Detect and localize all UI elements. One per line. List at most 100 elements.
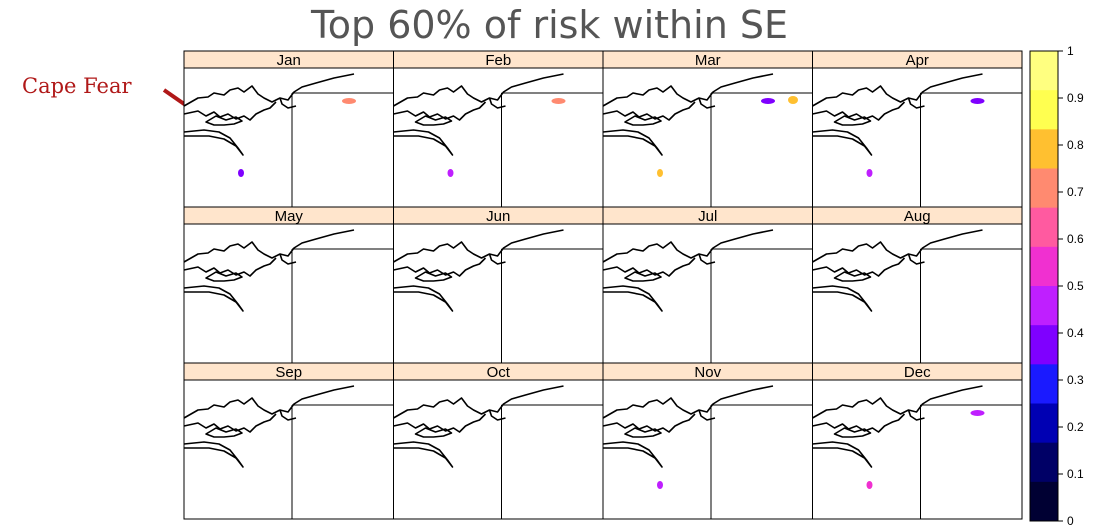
- state-boundary: [710, 248, 813, 363]
- colorbar-tick-label: 0.1: [1067, 467, 1084, 481]
- panel-jul: Jul: [602, 206, 813, 364]
- panel-month-label: Jun: [486, 208, 510, 225]
- risk-cell-northeast-coast: [342, 98, 356, 104]
- panel-strip: [812, 206, 1023, 225]
- coastline-segment: [698, 409, 716, 421]
- coastline-map: [393, 73, 603, 207]
- panel-mar: Mar: [602, 50, 813, 208]
- coastline-segment: [907, 97, 925, 109]
- panel-month-label: May: [275, 208, 304, 225]
- risk-cell-northeast-coast-tip: [788, 96, 798, 104]
- panel-jan: Jan: [183, 50, 394, 208]
- colorbar-segment: [1030, 403, 1058, 444]
- state-boundary: [710, 404, 813, 519]
- panel-frame: [812, 206, 1023, 364]
- panel-month-label: Jul: [698, 208, 717, 225]
- panel-strip: [812, 50, 1023, 69]
- panel-month-label: Dec: [904, 364, 931, 381]
- panel-month-label: Mar: [695, 52, 721, 69]
- state-boundary: [501, 92, 603, 207]
- coastline-segment: [393, 385, 564, 419]
- colorbar-segment: [1030, 246, 1058, 287]
- coastline-segment: [602, 441, 663, 468]
- coastline-segment: [183, 129, 244, 156]
- coastline-segment: [812, 129, 873, 156]
- risk-cell-northeast-coast: [761, 98, 775, 104]
- risk-cell-northeast-coast: [970, 410, 985, 416]
- coastline-segment: [414, 271, 453, 282]
- coastline-map: [812, 385, 1022, 519]
- coastline-segment: [488, 97, 506, 109]
- panel-frame: [183, 50, 394, 208]
- coastline-segment: [414, 427, 453, 438]
- coastline-segment: [205, 115, 243, 126]
- coastline-segment: [907, 253, 925, 265]
- colorbar-tick-label: 0.2: [1067, 420, 1084, 434]
- colorbar-segment: [1030, 168, 1058, 209]
- coastline-segment: [602, 129, 663, 156]
- panel-feb: Feb: [393, 50, 604, 208]
- panel-month-label: Jan: [277, 52, 301, 69]
- coastline-segment: [833, 271, 872, 282]
- state-boundary: [920, 248, 1022, 363]
- panel-jun: Jun: [393, 206, 604, 364]
- colorbar-tick-label: 0.7: [1067, 185, 1084, 199]
- panel-frame: [393, 50, 604, 208]
- panel-may: May: [183, 206, 394, 364]
- coastline-segment: [183, 229, 355, 263]
- panel-frame: [602, 50, 813, 208]
- colorbar-tick-label: 0.4: [1067, 326, 1084, 340]
- colorbar-segment: [1030, 325, 1058, 365]
- coastline-segment: [602, 229, 774, 263]
- coastline-segment: [812, 101, 906, 121]
- colorbar-segment: [1030, 51, 1058, 91]
- risk-cell-northeast-coast: [551, 98, 566, 104]
- panel-nov: Nov: [602, 362, 813, 520]
- panel-frame: [393, 362, 604, 520]
- coastline-segment: [183, 413, 277, 433]
- coastline-segment: [602, 257, 696, 277]
- coastline-segment: [812, 413, 906, 433]
- risk-cell-northeast-coast: [970, 98, 985, 104]
- coastline-segment: [279, 253, 297, 265]
- panel-month-label: Nov: [694, 364, 721, 381]
- coastline-map: [602, 73, 813, 207]
- colorbar-tick-label: 0.5: [1067, 279, 1084, 293]
- panel-month-label: Oct: [487, 364, 511, 381]
- coastline-segment: [393, 257, 487, 277]
- risk-cell-cape-fear-offshore: [866, 481, 873, 489]
- coastline-segment: [698, 253, 716, 265]
- coastline-segment: [602, 413, 696, 433]
- cape-fear-annotation: Cape Fear: [22, 74, 132, 98]
- panel-frame: [183, 362, 394, 520]
- risk-cell-cape-fear-offshore: [657, 169, 663, 177]
- coastline-segment: [205, 271, 243, 282]
- state-boundary: [501, 404, 603, 519]
- coastline-segment: [393, 285, 454, 312]
- coastline-segment: [414, 115, 453, 126]
- coastline-segment: [488, 253, 506, 265]
- panel-strip: [812, 362, 1023, 381]
- panel-month-label: Apr: [906, 52, 929, 69]
- risk-cell-cape-fear-offshore: [238, 169, 244, 177]
- state-boundary: [291, 404, 394, 519]
- coastline-segment: [183, 385, 355, 419]
- panel-grid: Jan Feb Mar Apr May Jun Jul Aug Sep Oct Nov Dec: [183, 50, 1023, 520]
- coastline-segment: [183, 285, 244, 312]
- coastline-segment: [393, 413, 487, 433]
- panel-frame: [602, 362, 813, 520]
- coastline-segment: [812, 385, 983, 419]
- panel-frame: [602, 206, 813, 364]
- coastline-map: [393, 385, 603, 519]
- coastline-segment: [183, 257, 277, 277]
- coastline-segment: [393, 441, 454, 468]
- coastline-segment: [393, 101, 487, 121]
- coastline-segment: [602, 285, 663, 312]
- panel-frame: [812, 362, 1023, 520]
- state-boundary: [710, 92, 813, 207]
- panel-dec: Dec: [812, 362, 1023, 520]
- state-boundary: [291, 248, 394, 363]
- panel-month-label: Sep: [275, 364, 302, 381]
- coastline-segment: [812, 73, 983, 107]
- panel-sep: Sep: [183, 362, 394, 520]
